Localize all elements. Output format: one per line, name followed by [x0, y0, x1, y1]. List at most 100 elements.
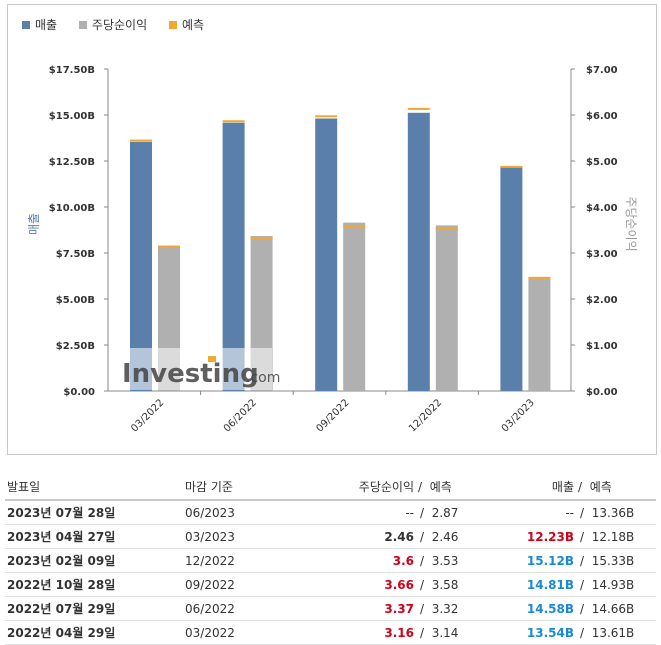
y2-tick-label: $3.00	[586, 249, 618, 260]
legend-item-revenue[interactable]: 매출	[22, 16, 57, 33]
y2-tick-label: $6.00	[586, 111, 618, 122]
eps-bar	[343, 222, 366, 391]
y2-tick-label: $4.00	[586, 203, 618, 214]
row-revenue-forecast-value: 13.36B	[591, 505, 635, 520]
row-revenue-value: --	[565, 505, 574, 520]
row-revenue: 12.23B	[486, 524, 576, 549]
row-eps-slash: /	[420, 505, 425, 520]
row-eps-slash: /	[420, 625, 425, 640]
row-revenue-forecast-value: 14.93B	[591, 577, 635, 592]
row-revenue: --	[486, 500, 576, 525]
table-row: 2023년 04월 27일 03/2023 2.46/ 2.46 12.23B/ 12…	[5, 524, 656, 549]
row-eps: 2.46	[298, 524, 416, 549]
row-revenue-slash: /	[580, 505, 585, 520]
row-eps-value: 3.66	[384, 577, 414, 592]
revenue-bar	[222, 122, 245, 391]
logo-text: Investing	[122, 359, 259, 389]
table-header-row: 발표일 마감 기준 주당순이익 / 예측 매출 / 예측	[5, 474, 656, 501]
row-eps-value: 2.46	[384, 529, 414, 544]
header-revenue-slash: /	[578, 480, 583, 494]
legend-item-eps[interactable]: 주당순이익	[78, 16, 147, 33]
investing-logo: Investing.com	[120, 348, 280, 390]
eps-bar	[528, 277, 551, 391]
row-eps-value: --	[405, 505, 414, 520]
row-eps-forecast-value: 3.53	[431, 553, 459, 568]
row-eps-slash: /	[420, 553, 425, 568]
revenue-bar	[500, 165, 523, 391]
chart-plot: $0.00 $2.50B $5.00B $7.50B $10.00B $12.50B $15…	[27, 65, 638, 434]
header-date[interactable]: 발표일	[5, 474, 183, 501]
row-date: 2022년 10월 28일	[5, 572, 183, 597]
header-period[interactable]: 마감 기준	[183, 474, 298, 501]
row-revenue-value: 13.54B	[526, 625, 574, 640]
y2-tick-label: $5.00	[586, 157, 618, 168]
row-revenue-value: 12.23B	[526, 529, 574, 544]
eps-swatch-icon	[78, 20, 87, 29]
header-eps-forecast[interactable]: / 예측	[416, 474, 486, 501]
revenue-bar	[407, 112, 430, 392]
row-revenue-slash: /	[580, 577, 585, 592]
y2-tick-label: $2.00	[586, 295, 618, 306]
y-tick-label: $15.00B	[49, 111, 95, 122]
y2-tick-label: $7.00	[586, 65, 618, 76]
row-eps: --	[298, 500, 416, 525]
row-period: 03/2022	[183, 620, 298, 645]
header-revenue-forecast[interactable]: / 예측	[576, 474, 656, 501]
row-revenue-slash: /	[580, 529, 585, 544]
x-tick-label: 09/2022	[314, 397, 351, 434]
eps-forecast-mark	[528, 276, 551, 279]
row-revenue: 14.58B	[486, 596, 576, 621]
row-revenue-forecast: / 13.36B	[576, 500, 656, 525]
header-eps-label: 주당순이익	[358, 480, 414, 494]
row-revenue-value: 15.12B	[526, 553, 574, 568]
row-eps-slash: /	[420, 529, 425, 544]
row-eps-forecast-value: 3.14	[431, 625, 459, 640]
row-eps: 3.66	[298, 572, 416, 597]
legend-item-forecast[interactable]: 예측	[168, 16, 204, 33]
header-revenue[interactable]: 매출	[486, 474, 576, 501]
eps-forecast-mark	[250, 237, 273, 240]
row-revenue-slash: /	[580, 601, 585, 616]
x-tick-label: 03/2023	[500, 397, 537, 434]
row-eps-forecast-value: 3.32	[431, 601, 459, 616]
logo-backdrop	[120, 348, 272, 390]
y2-tick-label: $0.00	[586, 387, 618, 398]
row-revenue: 15.12B	[486, 548, 576, 573]
revenue-swatch-icon	[22, 20, 30, 29]
eps-forecast-mark	[158, 245, 180, 248]
row-eps: 3.16	[298, 620, 416, 645]
table-row: 2023년 02월 09일 12/2022 3.6/ 3.53 15.12B/ 15.…	[5, 548, 656, 573]
row-period: 03/2023	[183, 524, 298, 549]
header-revenue-label: 매출	[551, 480, 574, 494]
table-row: 2022년 07월 29일 06/2022 3.37/ 3.32 14.58B/ 14…	[5, 596, 656, 621]
row-date: 2023년 07월 28일	[5, 500, 183, 525]
row-date: 2022년 04월 29일	[5, 620, 183, 645]
row-period: 06/2022	[183, 596, 298, 621]
logo-suffix: .com	[246, 370, 280, 386]
y-tick-label: $17.50B	[49, 65, 95, 76]
header-eps-forecast-label: 예측	[429, 480, 452, 494]
row-eps-value: 3.16	[384, 625, 414, 640]
forecast-swatch-icon	[168, 20, 177, 29]
row-eps-value: 3.6	[392, 553, 414, 568]
earnings-chart-panel: 매출 주당순이익 예측 $0.00 $2.50B $5.00B $7.50B $10.0…	[7, 4, 657, 455]
y-tick-label: $10.00B	[49, 203, 95, 214]
row-revenue-value: 14.58B	[526, 601, 574, 616]
chart-legend: 매출 주당순이익 예측	[22, 16, 222, 33]
earnings-table: 발표일 마감 기준 주당순이익 / 예측 매출 / 예측 2023년 07월 2…	[5, 474, 656, 645]
row-revenue-forecast-value: 14.66B	[591, 601, 635, 616]
header-eps[interactable]: 주당순이익	[298, 474, 416, 501]
row-revenue-value: 14.81B	[526, 577, 574, 592]
y2-tick-label: $1.00	[586, 341, 618, 352]
table-row: 2023년 07월 28일 06/2023 --/ 2.87 --/ 13.36B	[5, 500, 656, 525]
header-revenue-forecast-label: 예측	[589, 480, 612, 494]
table-row: 2022년 10월 28일 09/2022 3.66/ 3.58 14.81B/ 14…	[5, 572, 656, 597]
row-eps-slash: /	[420, 577, 425, 592]
x-tick-label: 03/2022	[129, 397, 166, 434]
revenue-forecast-mark	[222, 120, 245, 123]
eps-bar	[435, 225, 458, 391]
row-eps: 3.6	[298, 548, 416, 573]
table-body: 2023년 07월 28일 06/2023 --/ 2.87 --/ 13.36B 20…	[5, 500, 656, 645]
row-eps-forecast-value: 2.46	[431, 529, 459, 544]
row-revenue: 13.54B	[486, 620, 576, 645]
